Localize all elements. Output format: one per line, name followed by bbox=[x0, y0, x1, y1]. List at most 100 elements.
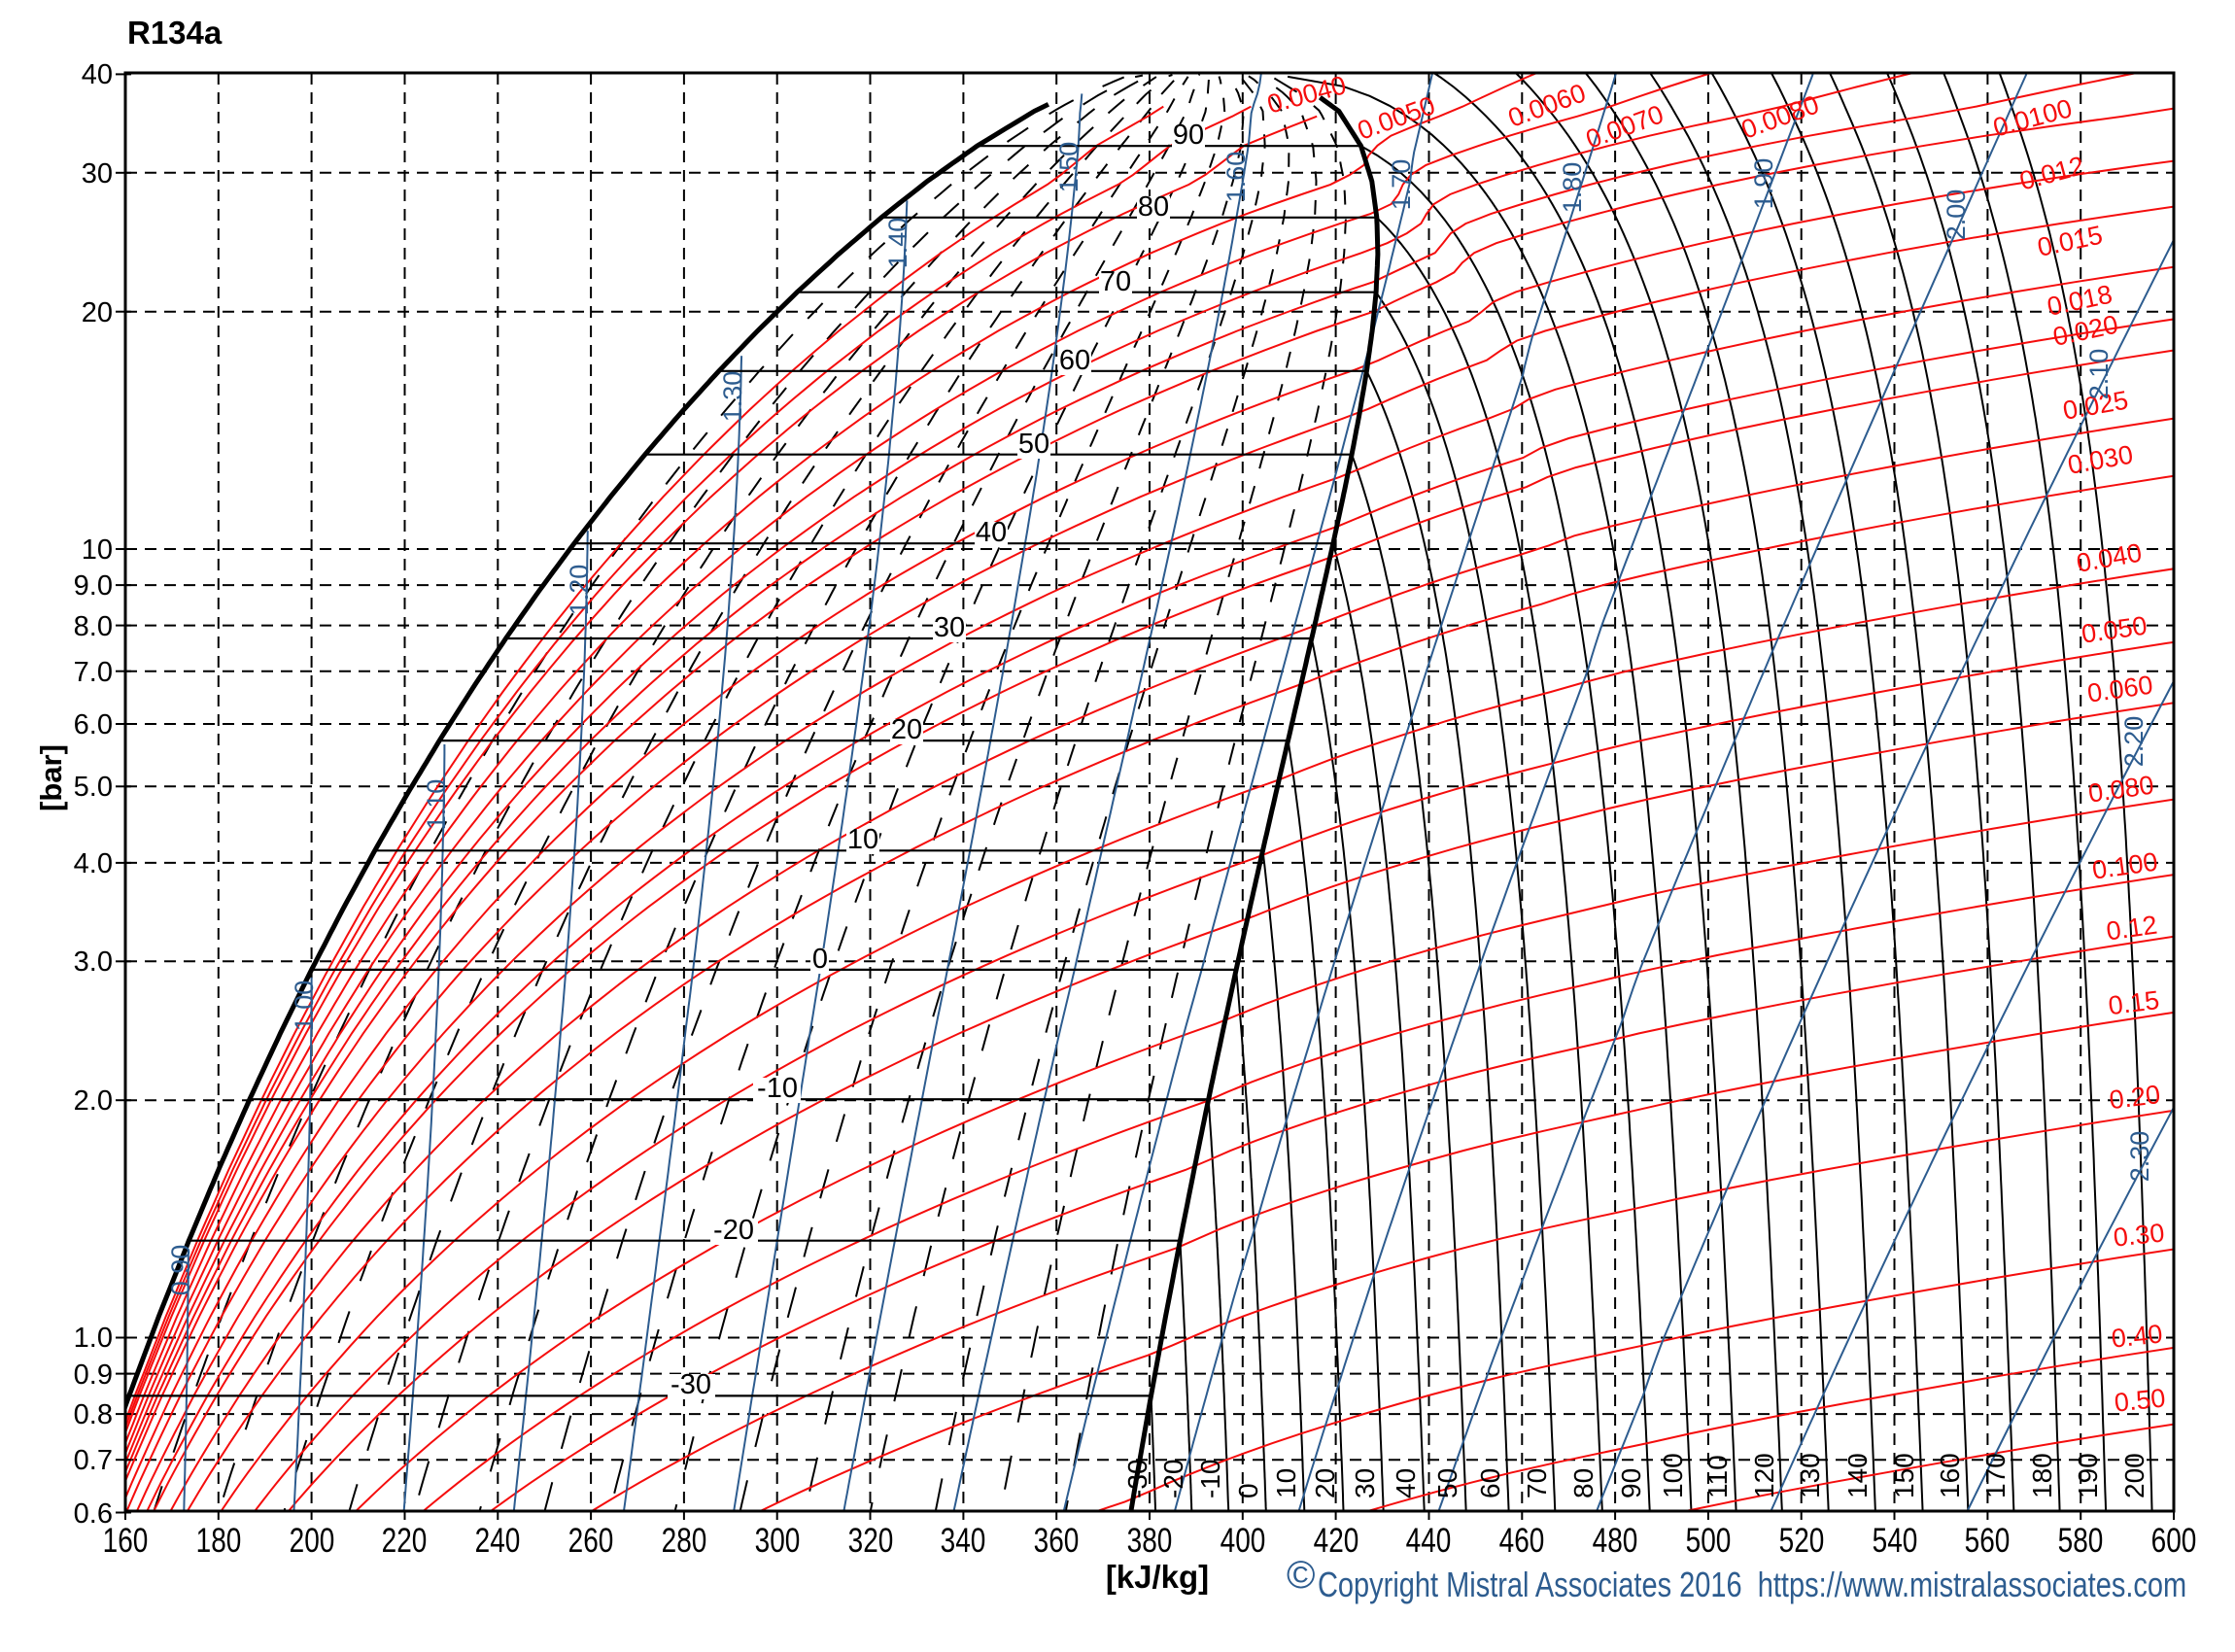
svg-text:80: 80 bbox=[1568, 1468, 1599, 1498]
svg-text:0.12: 0.12 bbox=[2105, 911, 2159, 946]
svg-text:0.20: 0.20 bbox=[2108, 1080, 2162, 1115]
svg-text:400: 400 bbox=[1221, 1521, 1266, 1560]
svg-text:220: 220 bbox=[382, 1521, 428, 1560]
svg-text:1.00: 1.00 bbox=[290, 981, 319, 1032]
svg-text:0.50: 0.50 bbox=[2113, 1383, 2166, 1417]
svg-text:20: 20 bbox=[82, 297, 113, 328]
svg-text:0: 0 bbox=[812, 944, 828, 975]
svg-text:R134a: R134a bbox=[127, 15, 223, 51]
svg-text:130: 130 bbox=[1795, 1453, 1825, 1498]
svg-text:20: 20 bbox=[891, 714, 922, 745]
svg-text:-30: -30 bbox=[1122, 1460, 1152, 1498]
svg-text:7.0: 7.0 bbox=[74, 657, 113, 688]
svg-text:460: 460 bbox=[1499, 1521, 1545, 1560]
svg-text:340: 340 bbox=[941, 1521, 986, 1560]
svg-text:240: 240 bbox=[475, 1521, 521, 1560]
svg-text:60: 60 bbox=[1475, 1468, 1505, 1498]
svg-text:-20: -20 bbox=[713, 1215, 754, 1246]
svg-text:-30: -30 bbox=[670, 1369, 711, 1400]
svg-text:1.10: 1.10 bbox=[422, 779, 451, 831]
svg-text:160: 160 bbox=[1935, 1453, 1965, 1498]
svg-text:0.6: 0.6 bbox=[74, 1498, 113, 1530]
svg-text:70: 70 bbox=[1522, 1468, 1552, 1498]
svg-text:150: 150 bbox=[1889, 1453, 1919, 1498]
svg-text:560: 560 bbox=[1965, 1521, 2011, 1560]
svg-text:6.0: 6.0 bbox=[74, 709, 113, 740]
svg-text:2.10: 2.10 bbox=[2084, 349, 2114, 400]
svg-text:360: 360 bbox=[1034, 1521, 1080, 1560]
svg-text:30: 30 bbox=[1350, 1468, 1380, 1498]
svg-text:[kJ/kg]: [kJ/kg] bbox=[1106, 1559, 1209, 1595]
svg-text:380: 380 bbox=[1127, 1521, 1173, 1560]
svg-text:500: 500 bbox=[1686, 1521, 1732, 1560]
svg-text:4.0: 4.0 bbox=[74, 848, 113, 879]
svg-text:5.0: 5.0 bbox=[74, 772, 113, 803]
svg-text:30: 30 bbox=[934, 612, 965, 643]
svg-text:90: 90 bbox=[1173, 120, 1204, 151]
svg-text:10: 10 bbox=[847, 824, 878, 855]
svg-text:200: 200 bbox=[290, 1521, 335, 1560]
svg-text:40: 40 bbox=[82, 59, 113, 90]
svg-text:50: 50 bbox=[1018, 429, 1049, 460]
svg-text:180: 180 bbox=[2027, 1453, 2057, 1498]
svg-text:©: © bbox=[1287, 1554, 1315, 1597]
svg-text:1.50: 1.50 bbox=[1054, 142, 1083, 193]
svg-text:60: 60 bbox=[1059, 345, 1090, 376]
svg-text:10: 10 bbox=[1271, 1468, 1301, 1498]
svg-text:0.90: 0.90 bbox=[166, 1245, 195, 1296]
svg-text:280: 280 bbox=[662, 1521, 707, 1560]
svg-text:110: 110 bbox=[1702, 1455, 1733, 1498]
svg-text:320: 320 bbox=[848, 1521, 894, 1560]
svg-text:80: 80 bbox=[1138, 191, 1169, 223]
svg-text:2.20: 2.20 bbox=[2119, 716, 2149, 768]
svg-text:1.30: 1.30 bbox=[718, 371, 747, 423]
svg-text:20: 20 bbox=[1310, 1468, 1340, 1498]
svg-text:480: 480 bbox=[1593, 1521, 1638, 1560]
svg-text:200: 200 bbox=[2119, 1453, 2149, 1498]
svg-text:-20: -20 bbox=[1158, 1460, 1188, 1498]
svg-text:Copyright Mistral Associates 2: Copyright Mistral Associates 2016 https:… bbox=[1318, 1565, 2186, 1604]
svg-text:9.0: 9.0 bbox=[74, 570, 113, 602]
svg-text:1.90: 1.90 bbox=[1749, 158, 1778, 210]
svg-text:160: 160 bbox=[103, 1521, 149, 1560]
svg-text:0.8: 0.8 bbox=[74, 1399, 113, 1430]
svg-text:1.20: 1.20 bbox=[565, 565, 594, 616]
svg-text:1.0: 1.0 bbox=[74, 1323, 113, 1354]
svg-text:-10: -10 bbox=[757, 1073, 798, 1104]
svg-text:[bar]: [bar] bbox=[34, 744, 68, 811]
svg-text:2.30: 2.30 bbox=[2125, 1131, 2154, 1183]
svg-text:1.70: 1.70 bbox=[1387, 159, 1416, 211]
svg-text:260: 260 bbox=[568, 1521, 614, 1560]
svg-text:520: 520 bbox=[1779, 1521, 1825, 1560]
svg-text:100: 100 bbox=[1658, 1453, 1688, 1498]
svg-text:180: 180 bbox=[196, 1521, 242, 1560]
svg-text:0.9: 0.9 bbox=[74, 1359, 113, 1391]
svg-text:440: 440 bbox=[1406, 1521, 1452, 1560]
svg-text:0.15: 0.15 bbox=[2107, 985, 2161, 1020]
svg-text:600: 600 bbox=[2151, 1521, 2197, 1560]
svg-text:0.30: 0.30 bbox=[2112, 1218, 2165, 1252]
svg-text:8.0: 8.0 bbox=[74, 611, 113, 642]
svg-text:40: 40 bbox=[976, 517, 1007, 548]
svg-text:580: 580 bbox=[2058, 1521, 2104, 1560]
svg-text:90: 90 bbox=[1616, 1468, 1646, 1498]
svg-text:2.00: 2.00 bbox=[1942, 189, 1971, 241]
svg-text:170: 170 bbox=[1980, 1453, 2011, 1498]
svg-text:0: 0 bbox=[1233, 1483, 1263, 1498]
svg-text:300: 300 bbox=[755, 1521, 801, 1560]
svg-text:50: 50 bbox=[1432, 1468, 1462, 1498]
svg-text:1.80: 1.80 bbox=[1558, 162, 1587, 214]
svg-text:10: 10 bbox=[82, 534, 113, 566]
svg-text:140: 140 bbox=[1842, 1453, 1873, 1498]
svg-text:1.40: 1.40 bbox=[883, 218, 912, 269]
svg-text:40: 40 bbox=[1391, 1468, 1421, 1498]
svg-text:0.40: 0.40 bbox=[2110, 1319, 2163, 1353]
svg-text:540: 540 bbox=[1873, 1521, 1918, 1560]
svg-text:30: 30 bbox=[82, 158, 113, 189]
svg-text:3.0: 3.0 bbox=[74, 946, 113, 978]
svg-text:120: 120 bbox=[1749, 1453, 1779, 1498]
svg-text:190: 190 bbox=[2073, 1453, 2103, 1498]
svg-text:2.0: 2.0 bbox=[74, 1085, 113, 1117]
svg-text:1.60: 1.60 bbox=[1221, 152, 1251, 203]
svg-text:-10: -10 bbox=[1195, 1460, 1225, 1498]
